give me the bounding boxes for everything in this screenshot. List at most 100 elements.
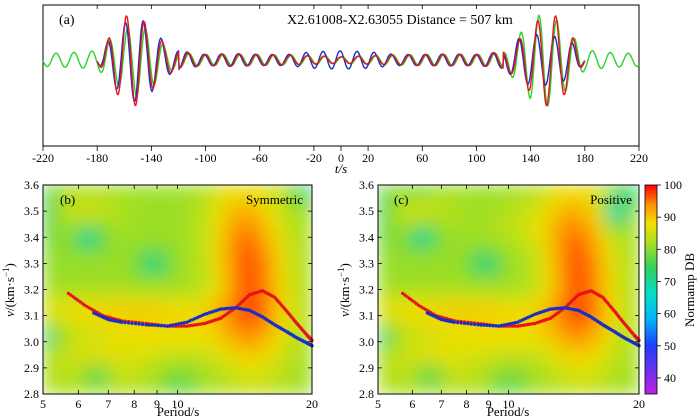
heatmap-cell xyxy=(631,373,639,381)
heatmap-cell xyxy=(304,317,312,325)
heatmap-cell xyxy=(170,261,179,270)
heatmap-cell xyxy=(140,261,149,270)
heatmap-cell xyxy=(282,289,291,298)
heatmap-cell xyxy=(559,268,568,277)
dispersion-point-blue xyxy=(476,323,480,327)
heatmap-cell xyxy=(199,380,208,388)
heatmap-cell xyxy=(588,359,597,367)
heatmap-cell xyxy=(237,373,246,381)
heatmap-cell xyxy=(414,205,423,214)
heatmap-cell xyxy=(479,331,488,339)
heatmap-cell xyxy=(214,185,223,193)
heatmap-cell xyxy=(162,289,171,298)
heatmap-cell xyxy=(170,226,179,235)
heatmap-cell xyxy=(581,254,589,263)
heatmap-cell xyxy=(170,317,179,325)
heatmap-cell xyxy=(87,247,96,256)
heatmap-cell xyxy=(304,185,312,193)
heatmap-cell xyxy=(267,198,276,207)
heatmap-cell xyxy=(566,345,575,353)
heatmap-cell xyxy=(537,380,546,388)
heatmap-cell xyxy=(581,380,589,388)
heatmap-cell xyxy=(43,373,52,381)
heatmap-cell xyxy=(282,205,291,214)
heatmap-cell xyxy=(501,373,510,381)
heatmap-cell xyxy=(184,303,194,311)
heatmap-cell xyxy=(559,261,568,270)
heatmap-cell xyxy=(552,254,560,263)
heatmap-cell xyxy=(385,324,394,332)
heatmap-cell xyxy=(544,303,553,311)
heatmap-cell xyxy=(207,261,216,270)
heatmap-cell xyxy=(414,352,423,360)
dispersion-point-blue xyxy=(459,321,463,325)
heatmap-cell xyxy=(155,380,164,388)
heatmap-cell xyxy=(617,205,626,214)
heatmap-cell xyxy=(65,191,74,200)
y-tick-label: 3.3 xyxy=(24,256,39,270)
heatmap-cell xyxy=(244,303,253,311)
heatmap-cell xyxy=(199,226,208,235)
heatmap-cell xyxy=(631,310,639,318)
heatmap-cell xyxy=(392,324,401,332)
heatmap-cell xyxy=(494,275,502,284)
heatmap-cell xyxy=(428,387,437,394)
heatmap-cell xyxy=(508,373,517,381)
heatmap-cell xyxy=(140,254,149,263)
heatmap-cell xyxy=(559,317,568,325)
heatmap-cell xyxy=(102,233,111,242)
heatmap-cell xyxy=(595,338,604,346)
heatmap-cell xyxy=(117,303,126,311)
dispersion-point-blue xyxy=(137,322,141,326)
heatmap-cell xyxy=(207,240,216,249)
heatmap-cell xyxy=(237,310,246,318)
heatmap-cell xyxy=(552,359,560,367)
heatmap-cell xyxy=(602,198,611,207)
heatmap-cell xyxy=(523,212,531,221)
heatmap-cell xyxy=(207,345,216,353)
heatmap-cell xyxy=(117,366,126,374)
heatmap-cell xyxy=(214,303,223,311)
heatmap-cell xyxy=(80,275,89,284)
heatmap-cell xyxy=(566,331,575,339)
dispersion-point-blue xyxy=(176,322,181,326)
heatmap-cell xyxy=(87,233,96,242)
heatmap-cell xyxy=(147,212,156,221)
heatmap-cell xyxy=(472,226,481,235)
heatmap-cell xyxy=(407,366,415,374)
heatmap-cell xyxy=(457,205,466,214)
heatmap-cell xyxy=(479,185,488,193)
heatmap-cell xyxy=(214,275,223,284)
heatmap-cell xyxy=(624,240,633,249)
heatmap-cell xyxy=(170,240,179,249)
dispersion-point-blue xyxy=(133,321,138,326)
heatmap-cell xyxy=(610,289,618,298)
heatmap-cell xyxy=(515,373,524,381)
heatmap-cell xyxy=(472,387,481,394)
heatmap-cell xyxy=(267,296,276,305)
heatmap-cell xyxy=(87,317,96,325)
x-tick-label: 0 xyxy=(338,151,344,165)
heatmap-cell xyxy=(624,331,633,339)
heatmap-cell xyxy=(259,240,268,249)
heatmap-cell xyxy=(43,219,52,228)
dispersion-point-red xyxy=(419,305,423,309)
heatmap-cell xyxy=(147,254,156,263)
heatmap-cell xyxy=(421,352,430,360)
heatmap-cell xyxy=(170,289,179,298)
x-tick-label: -20 xyxy=(306,151,322,165)
heatmap-cell xyxy=(65,219,74,228)
heatmap-cell xyxy=(530,366,539,374)
heatmap-cell xyxy=(537,324,546,332)
heatmap-cell xyxy=(259,359,268,367)
heatmap-cell xyxy=(552,324,560,332)
heatmap-cell xyxy=(282,324,291,332)
heatmap-cell xyxy=(177,366,186,374)
heatmap-cell xyxy=(421,205,430,214)
heatmap-cell xyxy=(102,268,111,277)
heatmap-cell xyxy=(617,198,626,207)
heatmap-cell xyxy=(57,345,67,353)
heatmap-cell xyxy=(479,240,488,249)
heatmap-cell xyxy=(530,191,539,200)
heatmap-cell xyxy=(259,185,268,193)
